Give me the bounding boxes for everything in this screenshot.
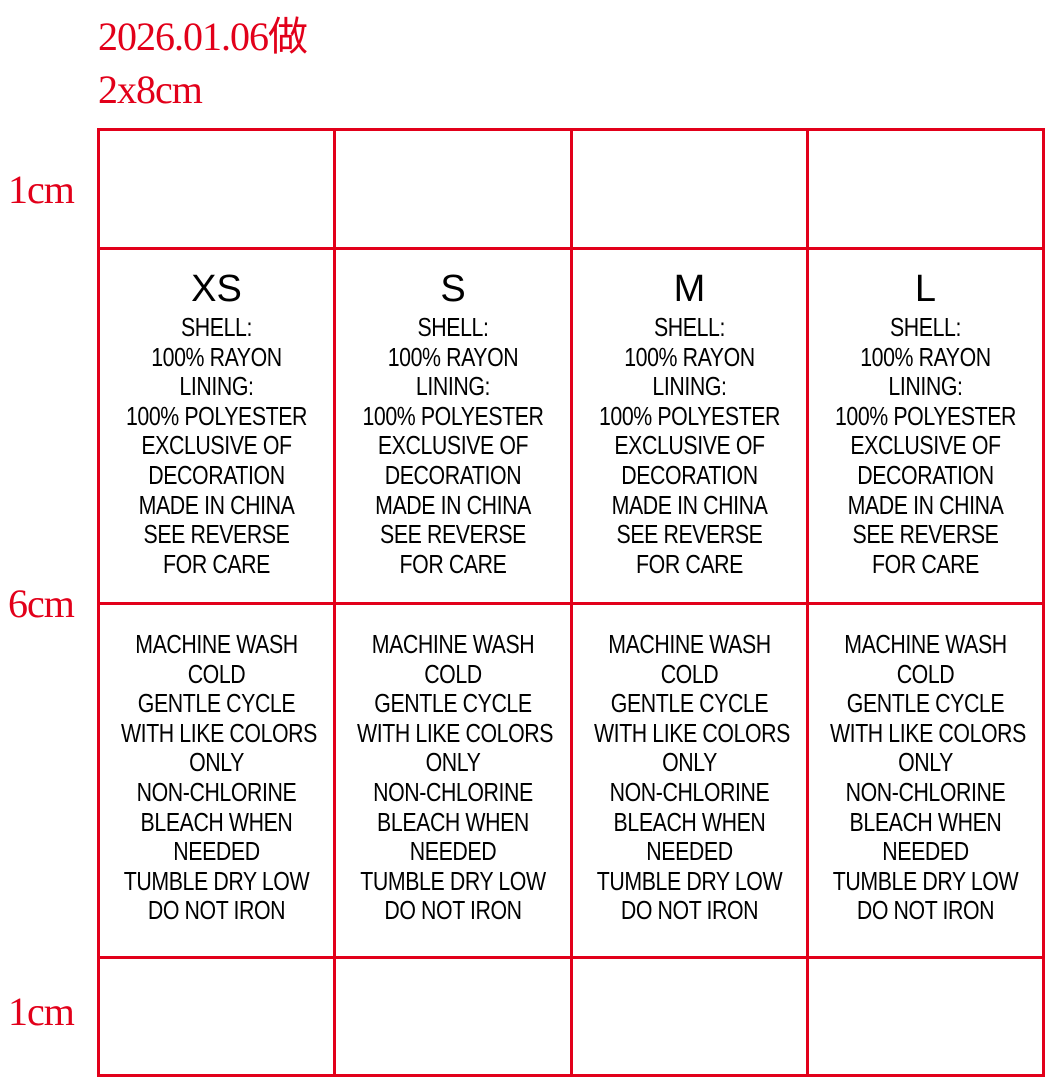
care-line: DO NOT IRON xyxy=(384,895,522,926)
care-line: TUMBLE DRY LOW xyxy=(832,865,1019,896)
care-line: NEEDED xyxy=(882,836,969,867)
composition-line: 100% POLYESTER xyxy=(125,400,308,431)
composition-line: 100% RAYON xyxy=(387,341,519,372)
composition-line: EXCLUSIVE OF xyxy=(850,430,1001,461)
care-line: GENTLE CYCLE xyxy=(846,688,1005,719)
care-cell: MACHINE WASH COLD GENTLE CYCLE WITH LIKE CO… xyxy=(809,629,1042,926)
care-line: GENTLE CYCLE xyxy=(137,688,296,719)
composition-line: LINING: xyxy=(179,371,254,402)
composition-line: DECORATION xyxy=(857,459,994,490)
label-dimensions: 2x8cm xyxy=(98,67,203,112)
composition-line: MADE IN CHINA xyxy=(138,489,295,520)
care-line: TUMBLE DRY LOW xyxy=(123,865,310,896)
care-cell: MACHINE WASH COLD GENTLE CYCLE WITH LIKE CO… xyxy=(336,629,570,926)
care-line: GENTLE CYCLE xyxy=(610,688,769,719)
side-label-top: 1cm xyxy=(8,167,75,212)
grid-line-horizontal xyxy=(97,128,1045,131)
composition-line: FOR CARE xyxy=(399,548,507,579)
care-cell: MACHINE WASH COLD GENTLE CYCLE WITH LIKE CO… xyxy=(573,629,806,926)
care-line: MACHINE WASH xyxy=(844,629,1007,659)
composition-line: SEE REVERSE xyxy=(852,519,999,550)
care-line: WITH LIKE COLORS xyxy=(593,717,790,748)
care-line: COLD xyxy=(187,658,246,689)
care-line: COLD xyxy=(660,658,719,689)
label-grid: XS SHELL: 100% RAYON LINING: 100% POLYESTER E… xyxy=(97,128,1045,1077)
composition-line: 100% RAYON xyxy=(151,341,282,372)
care-line: COLD xyxy=(896,658,955,689)
size-label: XS xyxy=(191,268,242,310)
composition-line: 100% RAYON xyxy=(860,341,991,372)
composition-line: SHELL: xyxy=(417,312,489,342)
care-line: MACHINE WASH xyxy=(371,629,535,659)
composition-cell: M SHELL: 100% RAYON LINING: 100% POLYESTER EX… xyxy=(573,269,806,579)
care-line: BLEACH WHEN xyxy=(377,806,529,837)
care-line: NEEDED xyxy=(646,836,733,867)
composition-line: DECORATION xyxy=(621,459,758,490)
grid-line-horizontal xyxy=(97,1074,1045,1077)
size-label: L xyxy=(914,268,937,310)
composition-line: LINING: xyxy=(652,371,727,402)
composition-line: MADE IN CHINA xyxy=(375,489,531,520)
composition-cell: L SHELL: 100% RAYON LINING: 100% POLYESTER EX… xyxy=(809,269,1042,579)
care-line: BLEACH WHEN xyxy=(140,806,293,837)
composition-line: SEE REVERSE xyxy=(143,519,290,550)
grid-line-horizontal xyxy=(97,602,1045,605)
care-line: COLD xyxy=(424,658,482,689)
composition-line: DECORATION xyxy=(148,459,285,490)
composition-line: FOR CARE xyxy=(163,548,270,579)
care-line: NON-CHLORINE xyxy=(609,776,770,807)
care-line: NEEDED xyxy=(173,836,260,867)
care-line: WITH LIKE COLORS xyxy=(120,717,317,748)
composition-line: SHELL: xyxy=(180,312,253,342)
care-line: WITH LIKE COLORS xyxy=(829,717,1026,748)
care-line: TUMBLE DRY LOW xyxy=(596,865,783,896)
composition-line: DECORATION xyxy=(384,459,522,490)
composition-cell: XS SHELL: 100% RAYON LINING: 100% POLYESTER E… xyxy=(100,269,333,579)
care-line: NON-CHLORINE xyxy=(845,776,1006,807)
composition-line: MADE IN CHINA xyxy=(847,489,1004,520)
size-label: S xyxy=(440,268,466,310)
care-line: NEEDED xyxy=(409,836,497,867)
composition-line: EXCLUSIVE OF xyxy=(377,430,529,461)
care-line: DO NOT IRON xyxy=(620,895,759,926)
composition-line: FOR CARE xyxy=(636,548,743,579)
care-line: ONLY xyxy=(898,747,953,778)
care-line: NON-CHLORINE xyxy=(373,776,533,807)
composition-line: EXCLUSIVE OF xyxy=(141,430,292,461)
composition-line: SEE REVERSE xyxy=(616,519,763,550)
composition-line: SEE REVERSE xyxy=(380,519,526,550)
grid-line-horizontal xyxy=(97,956,1045,959)
care-line: ONLY xyxy=(189,747,244,778)
composition-line: EXCLUSIVE OF xyxy=(614,430,765,461)
composition-line: LINING: xyxy=(888,371,963,402)
care-line: BLEACH WHEN xyxy=(849,806,1002,837)
composition-line: SHELL: xyxy=(653,312,726,342)
care-line: BLEACH WHEN xyxy=(613,806,766,837)
care-line: TUMBLE DRY LOW xyxy=(360,865,546,896)
care-cell: MACHINE WASH COLD GENTLE CYCLE WITH LIKE CO… xyxy=(100,629,333,926)
care-line: WITH LIKE COLORS xyxy=(357,717,554,748)
side-label-middle: 6cm xyxy=(8,581,75,626)
composition-line: MADE IN CHINA xyxy=(611,489,768,520)
composition-line: 100% POLYESTER xyxy=(362,400,544,431)
care-line: ONLY xyxy=(425,747,481,778)
composition-line: SHELL: xyxy=(889,312,962,342)
composition-line: 100% POLYESTER xyxy=(598,400,781,431)
composition-cell: S SHELL: 100% RAYON LINING: 100% POLYESTER EX… xyxy=(336,269,570,579)
grid-line-horizontal xyxy=(97,247,1045,250)
care-line: DO NOT IRON xyxy=(147,895,286,926)
size-label: M xyxy=(673,268,706,310)
composition-line: 100% POLYESTER xyxy=(834,400,1017,431)
date-note: 2026.01.06做 xyxy=(98,14,308,59)
composition-line: FOR CARE xyxy=(872,548,979,579)
care-line: MACHINE WASH xyxy=(135,629,298,659)
composition-line: 100% RAYON xyxy=(624,341,755,372)
care-line: DO NOT IRON xyxy=(856,895,995,926)
care-line: MACHINE WASH xyxy=(608,629,771,659)
care-line: NON-CHLORINE xyxy=(136,776,297,807)
side-label-bottom: 1cm xyxy=(8,989,75,1034)
care-line: GENTLE CYCLE xyxy=(374,688,532,719)
care-line: ONLY xyxy=(662,747,717,778)
composition-line: LINING: xyxy=(415,371,491,402)
